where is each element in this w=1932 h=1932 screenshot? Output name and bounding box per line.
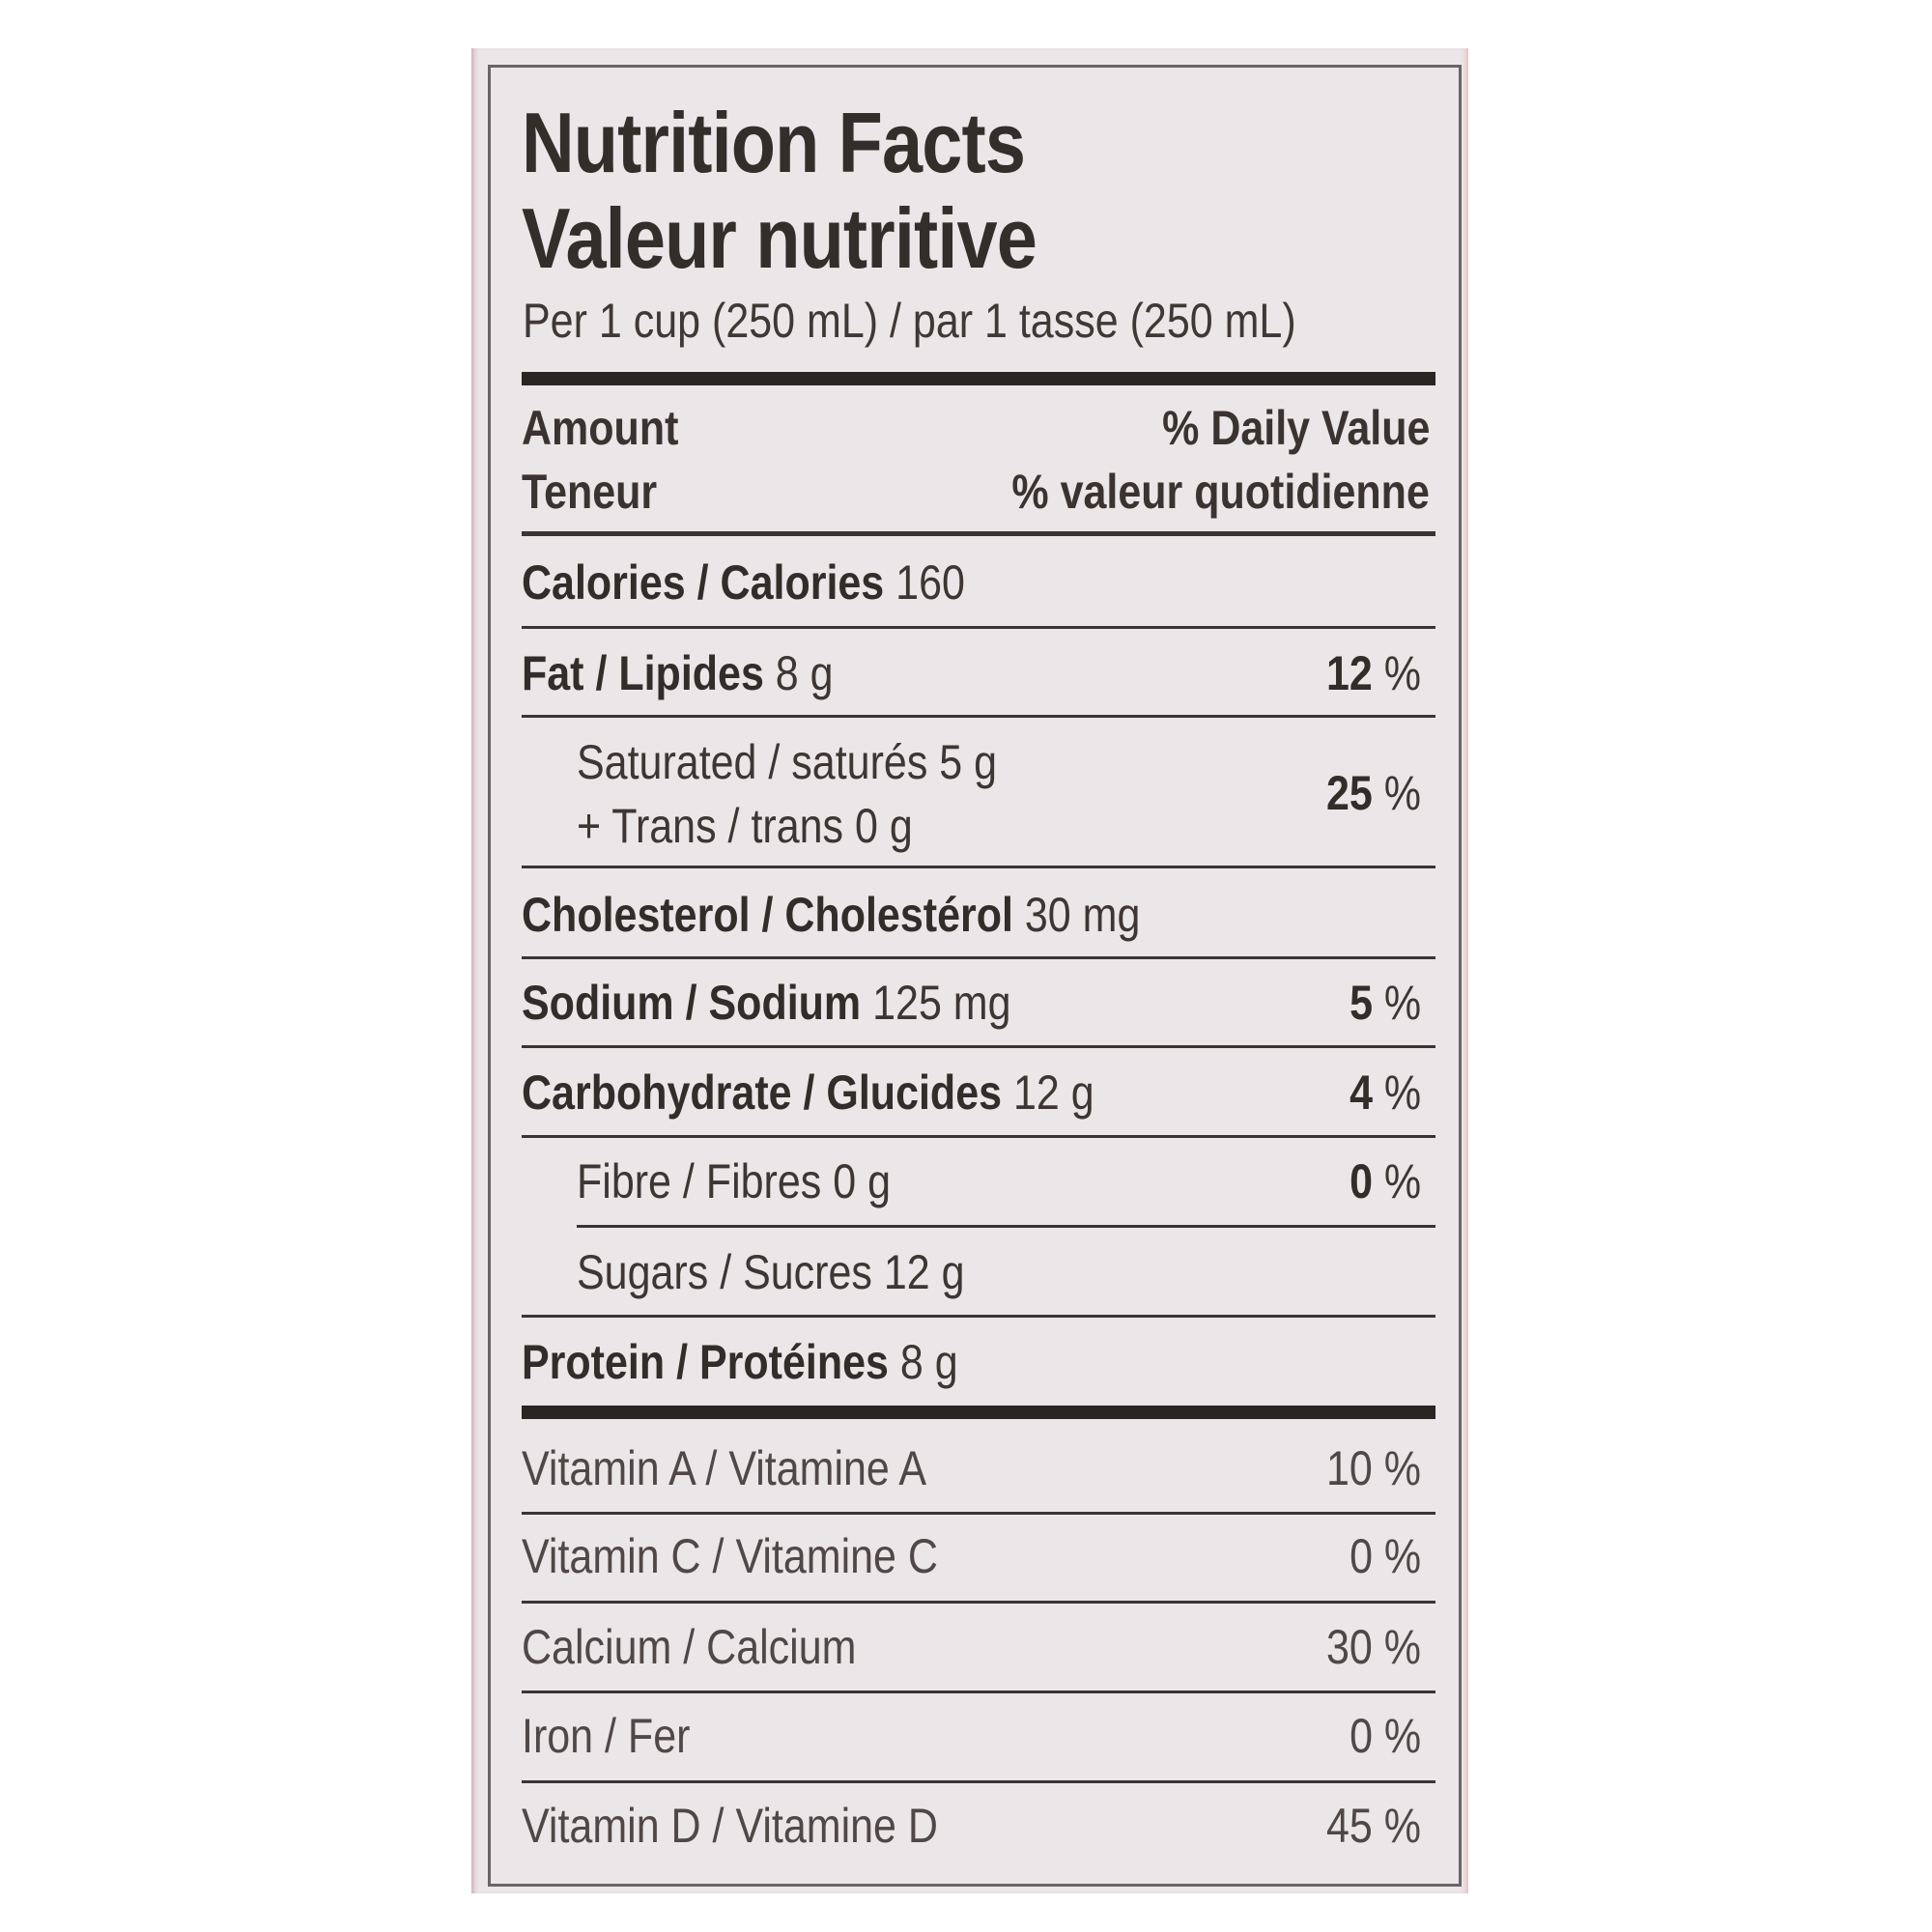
nutrition-label-background bbox=[471, 48, 1468, 1893]
carbohydrate-row: Carbohydrate / Glucides 12 g bbox=[522, 1068, 1094, 1117]
vitamin-a-daily-value: 10 % bbox=[1325, 1441, 1421, 1495]
thick-divider bbox=[522, 1406, 1435, 1419]
vitamin-c-label: Vitamin C / Vitamine C bbox=[522, 1529, 938, 1583]
iron-label: Iron / Fer bbox=[522, 1709, 691, 1763]
calcium-daily-value: 30 % bbox=[1325, 1620, 1421, 1674]
carbohydrate-amount: 12 g bbox=[1002, 1065, 1094, 1120]
daily-value-header-fr: % valeur quotidienne bbox=[1011, 465, 1430, 519]
fat-dv-unit: % bbox=[1372, 646, 1421, 700]
fat-label: Fat / Lipides bbox=[522, 646, 764, 700]
cholesterol-label: Cholesterol / Cholestérol bbox=[522, 888, 1013, 942]
fat-daily-value: 12 % bbox=[1326, 649, 1421, 697]
fibre-dv-number: 0 bbox=[1349, 1154, 1373, 1208]
fibre-dv-unit: % bbox=[1372, 1154, 1421, 1208]
row-divider bbox=[522, 1690, 1435, 1693]
row-divider bbox=[522, 1135, 1435, 1138]
row-divider bbox=[522, 1315, 1435, 1318]
row-divider bbox=[522, 1512, 1435, 1515]
row-divider bbox=[522, 1045, 1435, 1048]
cholesterol-amount: 30 mg bbox=[1012, 888, 1141, 942]
carbohydrate-label: Carbohydrate / Glucides bbox=[522, 1065, 1003, 1120]
row-divider bbox=[522, 866, 1435, 868]
saturated-dv-number: 25 bbox=[1325, 766, 1373, 820]
sodium-dv-number: 5 bbox=[1349, 976, 1373, 1030]
title-french: Valeur nutritive bbox=[522, 190, 1037, 286]
vitamin-d-label: Vitamin D / Vitamine D bbox=[522, 1799, 938, 1853]
row-divider bbox=[522, 626, 1435, 629]
vitamin-d-daily-value: 45 % bbox=[1325, 1799, 1421, 1853]
row-divider bbox=[522, 1780, 1435, 1783]
row-divider bbox=[522, 715, 1435, 718]
fat-amount: 8 g bbox=[763, 646, 834, 700]
saturated-dv-unit: % bbox=[1372, 766, 1421, 820]
sodium-dv-unit: % bbox=[1372, 976, 1421, 1030]
trans-fat-row: + Trans / trans 0 g bbox=[577, 799, 913, 853]
calcium-label: Calcium / Calcium bbox=[522, 1620, 857, 1674]
nutrition-facts-panel bbox=[488, 65, 1462, 1887]
fibre-row: Fibre / Fibres 0 g bbox=[577, 1154, 891, 1208]
fat-row: Fat / Lipides 8 g bbox=[522, 649, 834, 697]
fibre-daily-value: 0 % bbox=[1350, 1157, 1421, 1206]
amount-header-en: Amount bbox=[522, 401, 679, 455]
saturated-trans-daily-value: 25 % bbox=[1326, 769, 1421, 817]
sodium-amount: 125 mg bbox=[861, 976, 1011, 1030]
vitamin-a-label: Vitamin A / Vitamine A bbox=[522, 1441, 927, 1495]
calories-amount: 160 bbox=[884, 555, 965, 610]
carbohydrate-dv-unit: % bbox=[1372, 1065, 1421, 1120]
calories-row: Calories / Calories 160 bbox=[522, 558, 965, 607]
sodium-label: Sodium / Sodium bbox=[522, 976, 862, 1030]
daily-value-header-en: % Daily Value bbox=[1161, 401, 1430, 455]
protein-label: Protein / Protéines bbox=[522, 1335, 889, 1389]
carbohydrate-dv-number: 4 bbox=[1349, 1065, 1373, 1120]
iron-daily-value: 0 % bbox=[1349, 1709, 1421, 1763]
calories-label: Calories / Calories bbox=[522, 555, 885, 610]
amount-header-fr: Teneur bbox=[522, 465, 658, 519]
thick-divider bbox=[522, 372, 1435, 385]
row-divider bbox=[522, 956, 1435, 959]
row-divider bbox=[577, 1225, 1435, 1228]
title-english: Nutrition Facts bbox=[522, 95, 1026, 190]
sodium-daily-value: 5 % bbox=[1350, 979, 1421, 1027]
fat-dv-number: 12 bbox=[1325, 646, 1373, 700]
protein-amount: 8 g bbox=[888, 1335, 958, 1389]
protein-row: Protein / Protéines 8 g bbox=[522, 1338, 958, 1386]
saturated-fat-row: Saturated / saturés 5 g bbox=[577, 735, 998, 789]
serving-size: Per 1 cup (250 mL) / par 1 tasse (250 mL… bbox=[523, 294, 1296, 348]
sugars-row: Sugars / Sucres 12 g bbox=[577, 1245, 965, 1299]
sodium-row: Sodium / Sodium 125 mg bbox=[522, 979, 1011, 1027]
carbohydrate-daily-value: 4 % bbox=[1350, 1068, 1421, 1117]
vitamin-c-daily-value: 0 % bbox=[1349, 1529, 1421, 1583]
cholesterol-row: Cholesterol / Cholestérol 30 mg bbox=[522, 891, 1140, 939]
header-divider bbox=[522, 531, 1435, 536]
row-divider bbox=[522, 1601, 1435, 1604]
